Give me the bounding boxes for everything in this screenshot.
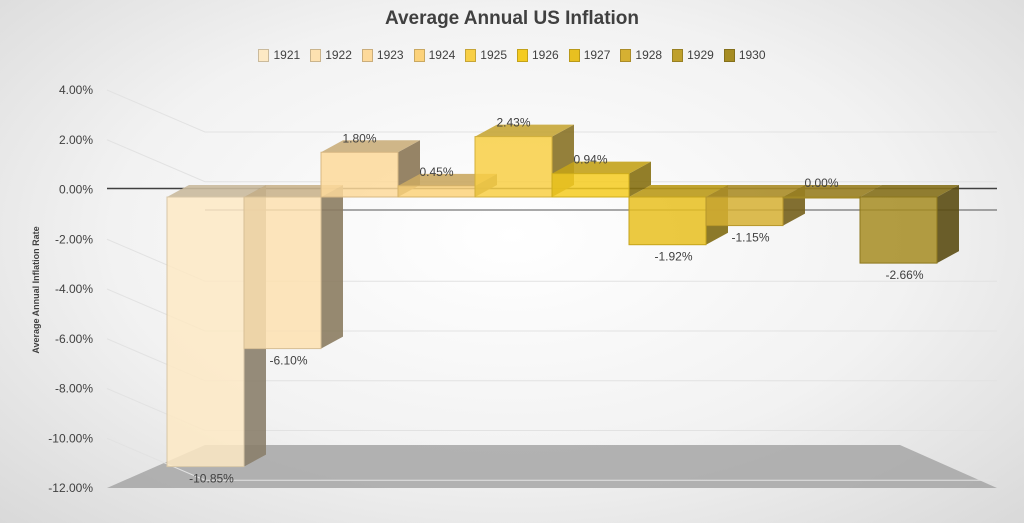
data-label-1922: -6.10%	[269, 354, 307, 368]
bar-side	[321, 185, 343, 349]
legend-swatch	[258, 48, 270, 62]
legend-item-1929: 1929	[672, 48, 714, 62]
bar-top	[706, 185, 805, 197]
legend-item-1921: 1921	[258, 48, 300, 62]
data-label-1930: -2.66%	[885, 268, 923, 282]
legend-item-1930: 1930	[723, 48, 766, 62]
y-tick-label: -10.00%	[48, 431, 93, 445]
legend-label: 1929	[687, 48, 714, 62]
data-label-1923: 1.80%	[342, 131, 376, 145]
legend-label: 1922	[325, 48, 352, 62]
legend-label: 1930	[738, 48, 766, 62]
legend-swatch	[672, 48, 684, 62]
bar-side	[937, 185, 959, 264]
bar-front	[320, 151, 399, 198]
legend-label: 1925	[480, 48, 507, 62]
bar-front	[474, 136, 553, 198]
y-axis-label: Average Annual Inflation Rate	[31, 226, 41, 353]
y-tick-label: -12.00%	[48, 481, 93, 495]
legend-item-1926: 1926	[517, 48, 559, 62]
data-label-1926: 0.94%	[573, 153, 607, 167]
legend-swatch	[361, 48, 373, 62]
gridline	[106, 139, 997, 183]
bar-front	[243, 196, 322, 350]
y-tick-label: 4.00%	[59, 83, 93, 97]
bar-top	[244, 185, 343, 197]
bar-top	[321, 140, 420, 153]
gridline	[106, 437, 997, 481]
legend-label: 1926	[532, 48, 559, 62]
y-tick-label: 0.00%	[59, 183, 93, 197]
data-label-1921: -10.85%	[189, 472, 234, 486]
bar-front	[782, 196, 861, 199]
bar-1926	[551, 161, 651, 198]
y-tick-label: -2.00%	[55, 232, 93, 246]
bar-top	[552, 161, 651, 174]
bar-1922	[243, 185, 343, 350]
bar-top	[629, 185, 728, 197]
bar-top	[860, 185, 959, 197]
data-label-1928: -1.15%	[731, 231, 769, 245]
bar-front	[628, 196, 707, 246]
legend-label: 1924	[428, 48, 456, 62]
legend-item-1924: 1924	[413, 48, 456, 62]
y-axis-ticks: 4.00% 2.00% 0.00% -2.00% -4.00% -6.00% -8.00% -…	[48, 83, 93, 495]
bars	[166, 124, 959, 468]
legend-swatch	[517, 48, 528, 62]
data-label-1929: 0.00%	[804, 176, 838, 190]
legend-swatch	[620, 48, 632, 62]
legend-label: 1923	[376, 48, 404, 62]
y-tick-label: 2.00%	[59, 133, 93, 147]
bar-top	[167, 185, 266, 197]
legend-label: 1928	[635, 48, 663, 62]
gridline	[106, 89, 997, 133]
legend-item-1925: 1925	[465, 48, 507, 62]
bar-top	[398, 173, 497, 186]
bar-1928	[705, 185, 805, 227]
bar-side	[629, 161, 651, 197]
data-label-1925: 2.43%	[496, 116, 530, 130]
legend-swatch	[465, 48, 477, 62]
bar-1930	[859, 185, 959, 264]
bar-top	[783, 185, 882, 197]
bar-front	[551, 173, 630, 198]
chart-title: Average Annual US Inflation	[384, 8, 640, 29]
legend-swatch	[310, 48, 322, 62]
legend: 1921 1922 1923 1924 1925 1926 1927 1928 1929 1930	[0, 48, 1024, 62]
data-label-1924: 0.45%	[419, 165, 453, 179]
legend-swatch	[723, 48, 735, 62]
legend-item-1923: 1923	[361, 48, 404, 62]
legend-label: 1921	[273, 48, 301, 62]
bar-front	[397, 185, 476, 198]
chart-floor	[107, 445, 997, 488]
legend-item-1927: 1927	[568, 48, 611, 62]
y-tick-label: -4.00%	[55, 282, 93, 296]
bar-top	[475, 124, 574, 137]
bar-front	[705, 196, 784, 227]
bar-front	[166, 196, 245, 468]
legend-swatch	[413, 48, 425, 62]
data-labels: -10.85% -6.10% 1.80% 0.45% 2.43% 0.94% -1.92% -…	[189, 116, 924, 486]
data-label-1927: -1.92%	[654, 250, 692, 264]
legend-label: 1927	[583, 48, 611, 62]
legend-item-1922: 1922	[310, 48, 352, 62]
y-tick-label: -6.00%	[55, 332, 93, 346]
legend-item-1928: 1928	[620, 48, 662, 62]
legend-swatch	[568, 48, 580, 62]
y-tick-label: -8.00%	[55, 382, 93, 396]
bar-front	[859, 196, 938, 264]
